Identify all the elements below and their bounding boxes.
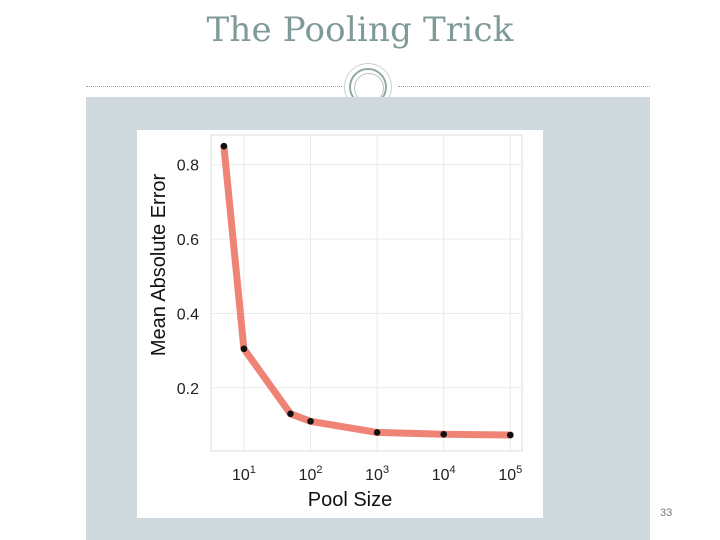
- slide-title: The Pooling Trick: [206, 10, 514, 50]
- x-tick-base: 10: [232, 467, 250, 484]
- data-point: [220, 142, 228, 150]
- data-point: [240, 345, 248, 353]
- y-tick-label: 0.6: [177, 232, 199, 249]
- x-tick-exponent: 5: [516, 464, 522, 476]
- data-point: [440, 430, 447, 438]
- x-tick-labels: 101 102 103 104 105: [232, 464, 522, 484]
- title-divider-left: [86, 86, 342, 87]
- x-tick-base: 10: [432, 467, 450, 484]
- x-tick-label: 101: [232, 464, 256, 484]
- x-tick-exponent: 1: [250, 464, 256, 476]
- grid-lines: [211, 135, 522, 451]
- x-tick-base: 10: [299, 467, 317, 484]
- x-tick-exponent: 4: [450, 464, 456, 476]
- x-tick-label: 104: [432, 464, 456, 484]
- chart-card: 0.2 0.4 0.6 0.8 101 102 103 104 105 Pool Size M…: [137, 130, 543, 518]
- y-tick-labels: 0.2 0.4 0.6 0.8: [177, 158, 199, 398]
- plot-area: [210, 134, 523, 452]
- data-point: [307, 417, 314, 425]
- title-divider-right: [398, 86, 650, 87]
- series-layer: [220, 142, 514, 439]
- x-tick-label: 103: [365, 464, 389, 484]
- y-axis-label: Mean Absolute Error: [148, 174, 170, 357]
- data-point: [506, 431, 514, 439]
- x-tick-base: 10: [498, 467, 516, 484]
- y-tick-label: 0.4: [177, 306, 199, 323]
- x-tick-label: 105: [498, 464, 522, 484]
- x-tick-base: 10: [365, 467, 383, 484]
- pool-size-error-chart: 0.20.40.60.8 101 102 103 104 105 Pool Size M…: [148, 134, 523, 511]
- data-point: [287, 410, 294, 418]
- y-tick-label: 0.2: [177, 381, 199, 398]
- x-tick-exponent: 3: [383, 464, 389, 476]
- x-tick-exponent: 2: [316, 464, 322, 476]
- x-tick-label: 102: [299, 464, 323, 484]
- data-point: [373, 429, 381, 436]
- x-axis-label: Pool Size: [308, 489, 393, 511]
- page-number: 33: [660, 507, 673, 519]
- y-tick-label: 0.8: [177, 158, 199, 175]
